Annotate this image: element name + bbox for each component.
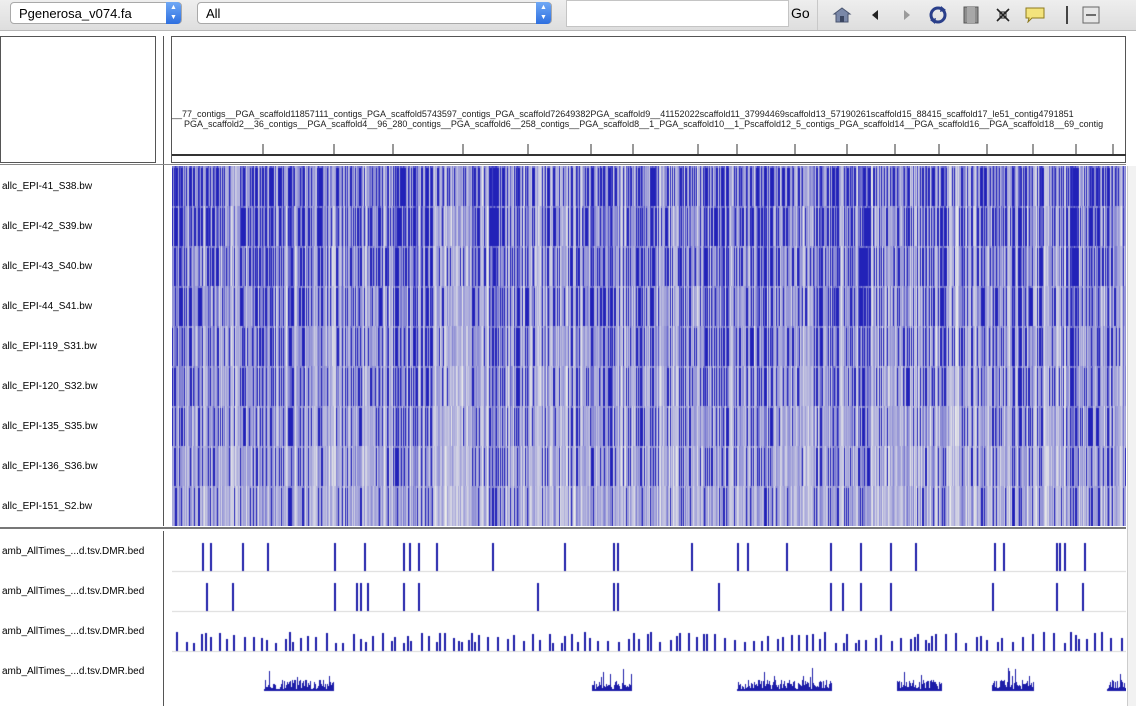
feature-track-name-label[interactable]: amb_AllTimes_...d.tsv.DMR.bed: [2, 546, 145, 557]
feature-track-name-label[interactable]: amb_AllTimes_...d.tsv.DMR.bed: [2, 586, 145, 597]
track-name-label[interactable]: allc_EPI-120_S32.bw: [2, 381, 98, 392]
region-of-interest-icon[interactable]: [961, 5, 981, 25]
toolbar-divider: [817, 0, 818, 30]
resize-icon[interactable]: [1081, 5, 1101, 25]
data-tracks-signal-canvas[interactable]: [172, 166, 1126, 526]
track-name-label[interactable]: allc_EPI-41_S38.bw: [2, 181, 93, 192]
feature-tracks-canvas[interactable]: [172, 531, 1126, 706]
ruler-axis: [172, 144, 1126, 156]
chromosome-dropdown-value: All: [206, 6, 221, 21]
home-icon[interactable]: [832, 5, 852, 25]
genome-dropdown-value: Pgenerosa_v074.fa: [19, 6, 132, 21]
locus-search-input[interactable]: [566, 0, 789, 27]
refresh-icon[interactable]: [928, 5, 948, 25]
back-arrow-icon[interactable]: [865, 5, 885, 25]
fit-to-window-icon[interactable]: [993, 5, 1013, 25]
genome-dropdown[interactable]: Pgenerosa_v074.fa ▲ ▼: [10, 2, 182, 24]
feature-track-name-label[interactable]: amb_AllTimes_...d.tsv.DMR.bed: [2, 666, 145, 677]
header-divider: [0, 164, 1126, 165]
track-name-label[interactable]: allc_EPI-42_S39.bw: [2, 221, 93, 232]
chromosome-dropdown-arrow-icon[interactable]: ▲ ▼: [536, 2, 551, 24]
go-button[interactable]: Go: [791, 5, 810, 21]
popup-text-icon[interactable]: [1025, 5, 1045, 25]
track-name-label[interactable]: allc_EPI-151_S2.bw: [2, 501, 93, 512]
divider-icon: [1057, 5, 1077, 25]
attribute-panel-divider: [163, 36, 164, 526]
feature-track-name-label[interactable]: amb_AllTimes_...d.tsv.DMR.bed: [2, 626, 145, 637]
ruler-panel[interactable]: __77_contigs__PGA_scaffold11857111_conti…: [171, 36, 1126, 163]
track-name-label[interactable]: allc_EPI-136_S36.bw: [2, 461, 98, 472]
track-name-label[interactable]: allc_EPI-135_S35.bw: [2, 421, 98, 432]
header-name-panel: [0, 36, 156, 163]
track-name-label[interactable]: allc_EPI-43_S40.bw: [2, 261, 93, 272]
feature-panel-divider: [0, 527, 1126, 529]
ruler-chromosome-names-row1: __77_contigs__PGA_scaffold11857111_conti…: [172, 109, 1074, 119]
track-name-label[interactable]: allc_EPI-119_S31.bw: [2, 341, 97, 352]
track-name-label[interactable]: allc_EPI-44_S41.bw: [2, 301, 93, 312]
genome-dropdown-arrow-icon[interactable]: ▲ ▼: [166, 2, 181, 24]
toolbar: Pgenerosa_v074.fa ▲ ▼ All ▲ ▼ Go: [0, 0, 1136, 31]
forward-arrow-icon[interactable]: [897, 5, 917, 25]
chromosome-dropdown[interactable]: All ▲ ▼: [197, 2, 552, 24]
ruler-chromosome-names-row2: PGA_scaffold2__36_contigs__PGA_scaffold4…: [184, 119, 1104, 129]
vertical-scrollbar[interactable]: [1127, 166, 1136, 706]
feature-attribute-divider: [163, 531, 164, 706]
